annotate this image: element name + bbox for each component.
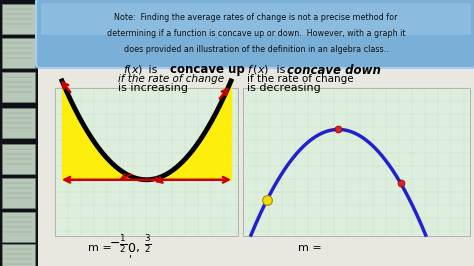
Text: is: is xyxy=(145,65,161,75)
Bar xyxy=(2,72,35,102)
Bar xyxy=(2,4,35,34)
Text: m =: m = xyxy=(298,243,325,253)
Text: $f(x)$: $f(x)$ xyxy=(123,64,143,77)
Bar xyxy=(0,0,38,266)
Bar xyxy=(2,108,35,138)
Text: $\frac{3}{2}$: $\frac{3}{2}$ xyxy=(144,233,152,255)
Text: does provided an illustration of the definition in an algebra class..: does provided an illustration of the def… xyxy=(124,45,388,55)
Bar xyxy=(38,66,474,266)
Text: is: is xyxy=(273,65,289,75)
Text: ,: , xyxy=(136,242,140,255)
Bar xyxy=(2,212,35,242)
Text: concave up: concave up xyxy=(170,64,245,77)
Bar xyxy=(243,88,470,236)
Text: Note:  Finding the average rates of change is not a precise method for: Note: Finding the average rates of chang… xyxy=(114,14,398,23)
Text: if the rate of change: if the rate of change xyxy=(247,74,354,84)
Text: ,: , xyxy=(128,249,131,259)
FancyBboxPatch shape xyxy=(36,0,474,68)
FancyBboxPatch shape xyxy=(41,3,471,35)
Text: is increasing: is increasing xyxy=(118,83,188,93)
Text: determining if a function is concave up or down.  However, with a graph it: determining if a function is concave up … xyxy=(107,30,405,39)
Text: if the rate of change: if the rate of change xyxy=(118,74,224,84)
Text: $f\,(x)$: $f\,(x)$ xyxy=(247,64,269,77)
Text: $-\frac{1}{2}$: $-\frac{1}{2}$ xyxy=(109,233,127,255)
Bar xyxy=(2,144,35,174)
Bar xyxy=(2,38,35,68)
Text: is decreasing: is decreasing xyxy=(247,83,321,93)
Bar xyxy=(2,244,35,266)
Text: concave down: concave down xyxy=(287,64,381,77)
Bar xyxy=(2,178,35,208)
Text: m =: m = xyxy=(88,243,115,253)
Text: 0: 0 xyxy=(127,242,135,255)
Bar xyxy=(55,88,238,236)
